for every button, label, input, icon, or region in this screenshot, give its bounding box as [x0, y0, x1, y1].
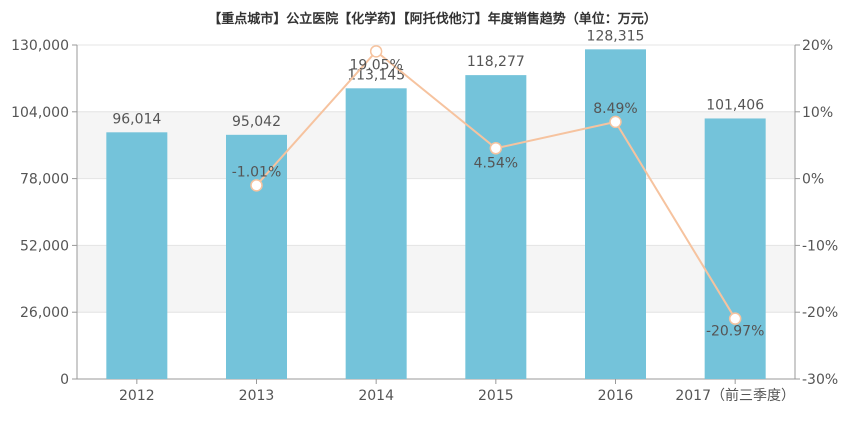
bar-data-label: 128,315 — [587, 28, 645, 44]
bar — [465, 75, 527, 380]
x-tick-label: 2015 — [478, 388, 514, 404]
bar — [345, 88, 407, 379]
y-left-tick-label: 104,000 — [11, 105, 69, 121]
bar-data-label: 96,014 — [112, 111, 161, 127]
growth-data-label: 4.54% — [474, 155, 518, 171]
y-right-tick-label: 10% — [802, 105, 833, 121]
y-left-tick-label: 0 — [60, 372, 69, 388]
x-tick-label: 2014 — [358, 388, 394, 404]
growth-point — [369, 45, 383, 58]
growth-data-label: -1.01% — [232, 164, 282, 180]
chart-title: 【重点城市】公立医院【化学药】【阿托伐他汀】年度销售趋势（单位：万元） — [208, 12, 657, 27]
bar-data-label: 118,277 — [467, 54, 525, 70]
bar — [585, 49, 646, 379]
bar — [226, 134, 287, 379]
grid-band — [77, 111, 795, 179]
bar-data-label: 101,406 — [706, 97, 764, 113]
y-right-tick-label: 0% — [802, 172, 824, 188]
growth-data-label: 8.49% — [593, 101, 637, 117]
x-tick-label: 2012 — [119, 388, 155, 404]
bar — [704, 118, 766, 379]
growth-point — [728, 312, 742, 325]
bar-data-label: 113,145 — [347, 67, 405, 83]
y-right-tick-label: -10% — [802, 238, 838, 254]
grid-band — [77, 245, 795, 313]
growth-data-label: -20.97% — [706, 324, 764, 340]
growth-data-label: 19.05% — [349, 57, 402, 73]
y-left-tick-label: 26,000 — [20, 305, 69, 321]
y-right-tick-label: 20% — [802, 38, 833, 54]
y-left-tick-label: 52,000 — [20, 238, 69, 254]
bar-data-label: 95,042 — [232, 114, 281, 130]
y-right-tick-label: -30% — [802, 372, 838, 388]
growth-point — [609, 115, 622, 129]
x-tick-label: 2017（前三季度） — [675, 387, 795, 404]
y-left-tick-label: 78,000 — [20, 172, 69, 188]
y-right-tick-label: -20% — [802, 305, 838, 321]
y-left-tick-label: 130,000 — [11, 38, 69, 54]
x-tick-label: 2013 — [239, 388, 275, 404]
x-tick-label: 2016 — [598, 388, 634, 404]
bar — [106, 132, 168, 379]
growth-point — [250, 179, 263, 192]
growth-point — [489, 142, 503, 155]
